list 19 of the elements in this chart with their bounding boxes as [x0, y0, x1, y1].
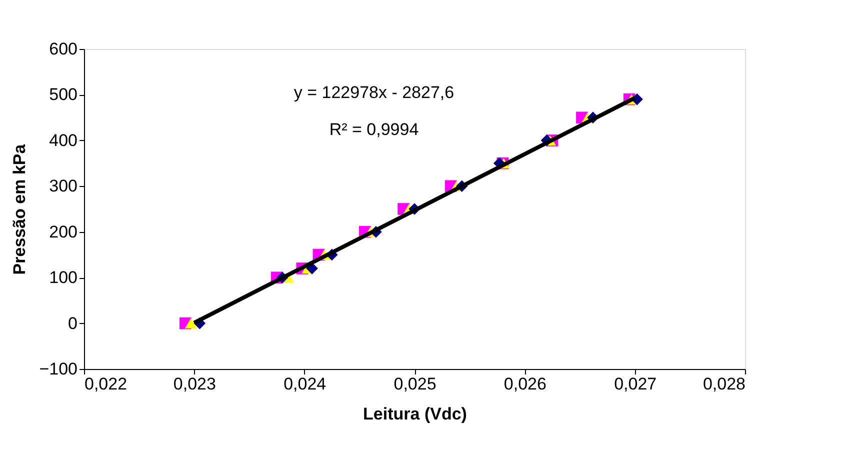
annotation: R² = 0,9994 — [329, 120, 419, 139]
y-tick-label: 300 — [49, 176, 78, 196]
x-tick-label: 0,022 — [84, 374, 128, 394]
annotation: y = 122978x - 2827,6 — [294, 83, 454, 102]
x-tick-label: 0,024 — [284, 374, 326, 394]
y-axis-title: Pressão em kPa — [10, 144, 30, 275]
y-tick-label: 200 — [49, 222, 78, 242]
y-tick-label: 100 — [49, 268, 78, 288]
x-axis-title: Leitura (Vdc) — [363, 404, 467, 424]
y-tick-label: 600 — [49, 40, 78, 58]
x-tick-label: 0,028 — [702, 374, 746, 394]
x-tick-label: 0,025 — [394, 374, 436, 394]
x-tick-label: 0,026 — [504, 374, 546, 394]
y-tick-label: 500 — [49, 85, 78, 104]
x-tick-label: 0,023 — [173, 374, 216, 394]
y-tick-label: 400 — [49, 130, 78, 150]
y-tick-label: −100 — [39, 360, 78, 378]
x-tick-label: 0,027 — [614, 374, 657, 394]
y-tick-label: 0 — [68, 314, 78, 333]
